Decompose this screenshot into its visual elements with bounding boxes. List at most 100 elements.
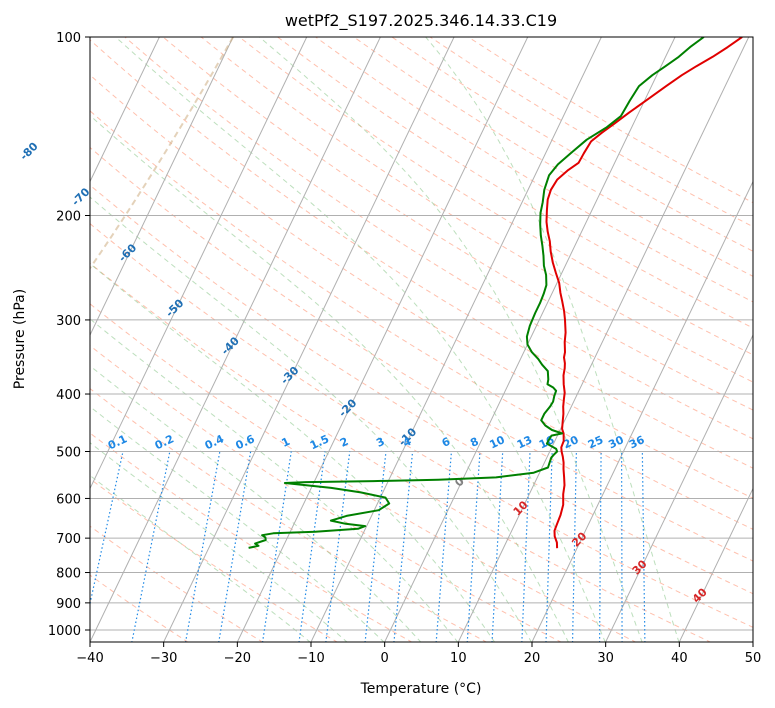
mixing-ratio-line bbox=[641, 451, 646, 642]
y-tick-label: 700 bbox=[56, 532, 81, 547]
dry-adiabat bbox=[90, 525, 264, 642]
y-tick-label: 400 bbox=[56, 388, 81, 403]
dry-adiabat bbox=[90, 345, 562, 642]
dry-adiabat bbox=[90, 223, 753, 628]
moist-adiabat bbox=[90, 365, 422, 642]
dry-adiabat bbox=[90, 184, 753, 595]
moist-adiabat bbox=[90, 114, 569, 642]
x-tick-label: 10 bbox=[450, 651, 467, 666]
x-tick-label: −20 bbox=[224, 651, 251, 666]
x-tick-label: −30 bbox=[150, 651, 177, 666]
dry-adiabat bbox=[90, 39, 753, 469]
background-lines bbox=[0, 37, 753, 643]
dry-adiabat bbox=[90, 110, 753, 530]
y-tick-label: 1000 bbox=[48, 624, 81, 639]
y-axis-label: Pressure (hPa) bbox=[12, 289, 28, 389]
moist-adiabat bbox=[115, 37, 606, 642]
mixing-ratio-label: 10 bbox=[488, 433, 508, 451]
isotherm-line bbox=[457, 37, 750, 642]
dry-adiabat bbox=[90, 303, 637, 642]
mixing-ratio-label: 36 bbox=[627, 433, 647, 451]
mixing-ratio-line bbox=[364, 451, 387, 642]
mixing-ratio-line bbox=[325, 451, 351, 642]
isotherm-line bbox=[90, 37, 381, 642]
isotherm-line bbox=[384, 37, 676, 642]
x-tick-label: 40 bbox=[671, 651, 688, 666]
isotherm-line bbox=[236, 37, 529, 642]
dry-adiabat bbox=[200, 37, 753, 383]
mixing-ratio-line bbox=[261, 451, 292, 642]
isotherm-label: 30 bbox=[630, 557, 650, 577]
mixing-ratio-line bbox=[184, 451, 221, 642]
moist-adiabat bbox=[90, 318, 459, 642]
moist-adiabat bbox=[90, 196, 532, 642]
isotherm-line bbox=[531, 180, 753, 642]
x-tick-label: 30 bbox=[597, 651, 614, 666]
mixing-ratio-label: 0.4 bbox=[203, 432, 226, 452]
isotherm-label: -60 bbox=[116, 241, 139, 264]
mixing-ratio-line bbox=[218, 451, 252, 642]
x-tick-label: −10 bbox=[297, 651, 324, 666]
dry-adiabat bbox=[90, 388, 488, 642]
x-tick-label: 50 bbox=[745, 651, 762, 666]
x-axis-ticks: −40 −30 −20 −10 0 10 20 30 40 50 bbox=[76, 642, 761, 666]
mixing-ratio-line bbox=[131, 451, 171, 642]
mixing-ratio-line bbox=[491, 451, 504, 642]
y-tick-label: 600 bbox=[56, 492, 81, 507]
dry-adiabat bbox=[391, 37, 753, 252]
isotherm-line bbox=[605, 333, 753, 642]
chart-title: wetPf2_S197.2025.346.14.33.C19 bbox=[285, 11, 557, 31]
x-tick-label: 20 bbox=[524, 651, 541, 666]
dry-adiabat bbox=[467, 37, 753, 204]
isotherm-label: 20 bbox=[569, 529, 589, 549]
lcl-curve bbox=[90, 37, 234, 270]
y-tick-label: 100 bbox=[56, 31, 81, 46]
dry-adiabat bbox=[90, 478, 338, 642]
isotherm-line bbox=[90, 37, 234, 337]
moist-adiabat bbox=[90, 406, 385, 642]
mixing-ratio-labels: 0.1 0.2 0.4 0.6 1 1.5 2 3 4 6 8 10 13 16 20 25 30 36 bbox=[106, 432, 647, 452]
isotherm-line bbox=[163, 37, 455, 642]
mixing-ratio-line bbox=[599, 451, 602, 642]
isotherm-line bbox=[0, 37, 12, 643]
isotherm-line bbox=[752, 640, 753, 642]
isotherm-line bbox=[310, 37, 602, 642]
isotherm-line bbox=[90, 37, 308, 490]
x-axis-label: Temperature (°C) bbox=[360, 681, 482, 697]
dry-adiabat bbox=[162, 37, 753, 411]
isotherm-label: 0 bbox=[452, 475, 467, 490]
mixing-ratio-label: 25 bbox=[586, 433, 605, 451]
isotherm-label: -20 bbox=[336, 396, 359, 419]
mixing-ratio-label: 0.6 bbox=[234, 432, 257, 452]
y-tick-label: 200 bbox=[56, 210, 81, 225]
temperature-profile bbox=[545, 37, 743, 549]
isotherm-line bbox=[90, 37, 160, 183]
y-tick-label: 800 bbox=[56, 567, 81, 582]
mixing-ratio-label: 1.5 bbox=[308, 432, 331, 452]
isotherm-label: -80 bbox=[17, 140, 40, 163]
y-tick-label: 500 bbox=[56, 445, 81, 460]
moist-adiabat bbox=[90, 263, 496, 642]
dry-adiabat bbox=[90, 262, 712, 642]
moist-adiabat bbox=[90, 474, 311, 642]
dry-adiabat bbox=[238, 37, 753, 356]
mixing-ratio-label: 13 bbox=[515, 433, 534, 451]
mixing-ratio-line bbox=[466, 451, 481, 642]
plot-frame bbox=[89, 36, 754, 643]
isotherm-label: -40 bbox=[219, 334, 242, 357]
mixing-ratio-label: 20 bbox=[561, 433, 581, 451]
y-tick-label: 900 bbox=[56, 597, 81, 612]
dry-adiabat bbox=[90, 74, 753, 499]
dewpoint-profile bbox=[248, 37, 705, 549]
mixing-ratio-line bbox=[545, 451, 553, 642]
y-axis-ticks: 100 200 300 400 500 600 700 800 900 1000 bbox=[48, 31, 90, 639]
mixing-ratio-label: 3 bbox=[374, 435, 386, 450]
mixing-ratio-line bbox=[298, 451, 326, 642]
mixing-ratio-label: 0.1 bbox=[106, 432, 129, 452]
dry-adiabat bbox=[90, 574, 189, 642]
moist-adiabat bbox=[90, 442, 348, 642]
dry-adiabat bbox=[90, 432, 413, 642]
mixing-ratio-label: 30 bbox=[606, 433, 626, 451]
mixing-ratio-label: 6 bbox=[440, 435, 453, 450]
